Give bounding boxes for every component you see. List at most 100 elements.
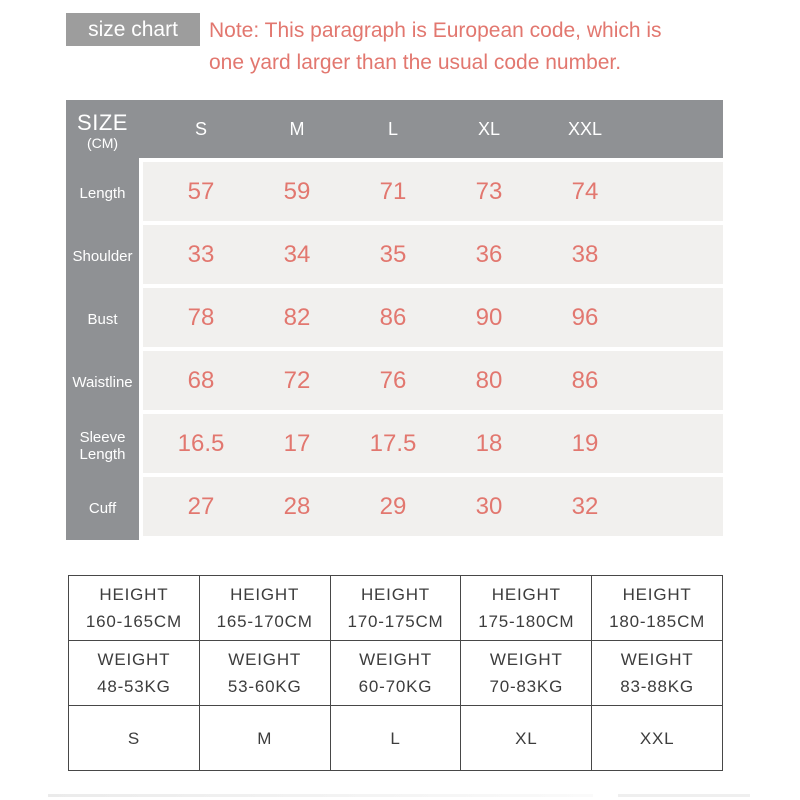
fit-cell-value: 60-70KG [358,677,433,696]
next-section-edge-left [48,794,593,797]
value-cell: 90 [475,303,503,331]
size-row-length: Length 57 59 71 73 74 [66,162,723,225]
fit-cell-value: 83-88KG [620,677,694,696]
fit-table: HEIGHT 160-165CM HEIGHT 165-170CM HEIGHT… [68,575,723,771]
value-cell: 28 [283,492,311,520]
size-chart-badge: size chart [66,13,200,46]
header-cells: S M L XL XXL [139,100,723,158]
row-label-waistline: Waistline [66,351,139,414]
row-cells-wrap: 27 28 29 30 32 [139,477,723,540]
fit-size-value: M [257,728,273,748]
fit-cell-weight-xl: WEIGHT 70-83KG [460,640,593,706]
size-row-shoulder: Shoulder 33 34 35 36 38 [66,225,723,288]
fit-cell-label: HEIGHT [491,585,561,604]
fit-cell-weight-s: WEIGHT 48-53KG [68,640,200,706]
size-row-sleeve-length: Sleeve Length 16.5 17 17.5 18 19 [66,414,723,477]
fit-height-row: HEIGHT 160-165CM HEIGHT 165-170CM HEIGHT… [68,575,723,641]
fit-cell-height-xl: HEIGHT 175-180CM [460,575,593,641]
value-cell: 68 [187,366,215,394]
value-cell: 16.5 [177,429,225,457]
fit-cell-value: 160-165CM [85,612,182,631]
fit-cell-value: 70-83KG [489,677,564,696]
fit-cell-value: 48-53KG [97,677,171,696]
size-row-bust: Bust 78 82 86 90 96 [66,288,723,351]
size-table: SIZE (CM) S M L XL XXL Length 57 59 71 7… [66,100,723,540]
row-label-sleeve-length: Sleeve Length [66,414,139,477]
row-cells: 78 82 86 90 96 [143,288,723,347]
value-cell: 34 [283,240,311,268]
size-table-corner-cell: SIZE (CM) [66,100,139,162]
value-cell: 80 [475,366,503,394]
row-cells-wrap: 16.5 17 17.5 18 19 [139,414,723,477]
value-cell: 73 [475,177,503,205]
fit-cell-size-s: S [68,705,200,771]
value-cell: 19 [571,429,599,457]
value-cell: 71 [379,177,407,205]
fit-cell-value: 180-185CM [609,612,706,631]
value-cell: 74 [571,177,599,205]
value-cell: 96 [571,303,599,331]
fit-cell-label: WEIGHT [359,650,432,669]
value-cell: 17 [283,429,311,457]
fit-size-value: XL [515,728,538,748]
fit-cell-height-s: HEIGHT 160-165CM [68,575,200,641]
fit-cell-height-m: HEIGHT 165-170CM [198,575,331,641]
fit-cell-value: 170-175CM [347,612,444,631]
row-cells: 16.5 17 17.5 18 19 [143,414,723,473]
size-table-header-row: SIZE (CM) S M L XL XXL [66,100,723,162]
fit-size-value: S [127,728,140,748]
fit-cell-label: HEIGHT [360,585,430,604]
fit-cell-value: 175-180CM [478,612,575,631]
value-cell: 38 [571,240,599,268]
col-header-l: L [387,118,398,139]
row-label-cuff: Cuff [66,477,139,540]
row-cells-wrap: 78 82 86 90 96 [139,288,723,351]
fit-cell-value: 53-60KG [227,677,302,696]
col-header-m: M [289,118,305,139]
row-cells: 68 72 76 80 86 [143,351,723,410]
value-cell: 18 [475,429,503,457]
value-cell: 82 [283,303,311,331]
size-row-waistline: Waistline 68 72 76 80 86 [66,351,723,414]
value-cell: 17.5 [369,429,417,457]
value-cell: 33 [187,240,215,268]
fit-cell-weight-xxl: WEIGHT 83-88KG [591,640,723,706]
value-cell: 27 [187,492,215,520]
fit-cell-label: WEIGHT [489,650,563,669]
row-label-shoulder: Shoulder [66,225,139,288]
fit-cell-label: WEIGHT [620,650,694,669]
fit-cell-weight-m: WEIGHT 53-60KG [198,640,331,706]
fit-cell-label: HEIGHT [230,585,300,604]
fit-size-value: L [390,728,401,748]
fit-cell-size-m: M [198,705,331,771]
row-cells-wrap: 33 34 35 36 38 [139,225,723,288]
row-cells: 57 59 71 73 74 [143,162,723,221]
row-cells: 27 28 29 30 32 [143,477,723,536]
row-label-bust: Bust [66,288,139,351]
col-header-s: S [194,118,207,139]
value-cell: 59 [283,177,311,205]
value-cell: 78 [187,303,215,331]
fit-cell-label: WEIGHT [97,650,171,669]
fit-cell-value: 165-170CM [216,612,313,631]
note-text: Note: This paragraph is European code, w… [209,15,662,79]
col-header-xl: XL [477,118,501,139]
fit-weight-row: WEIGHT 48-53KG WEIGHT 53-60KG WEIGHT 60-… [68,640,723,706]
fit-cell-weight-l: WEIGHT 60-70KG [329,640,462,706]
value-cell: 35 [379,240,407,268]
note-line-1: Note: This paragraph is European code, w… [209,19,662,42]
row-cells-wrap: 57 59 71 73 74 [139,162,723,225]
size-row-cuff: Cuff 27 28 29 30 32 [66,477,723,540]
fit-size-row: S M L XL XXL [68,705,723,771]
fit-cell-height-xxl: HEIGHT 180-185CM [591,575,723,641]
fit-cell-label: HEIGHT [99,585,169,604]
fit-cell-size-l: L [329,705,462,771]
fit-cell-label: HEIGHT [622,585,692,604]
value-cell: 30 [475,492,503,520]
header-cells-wrap: S M L XL XXL [139,100,723,162]
value-cell: 76 [379,366,407,394]
row-cells: 33 34 35 36 38 [143,225,723,284]
fit-size-value: XXL [639,728,675,748]
row-label-length: Length [66,162,139,225]
fit-cell-label: WEIGHT [228,650,302,669]
